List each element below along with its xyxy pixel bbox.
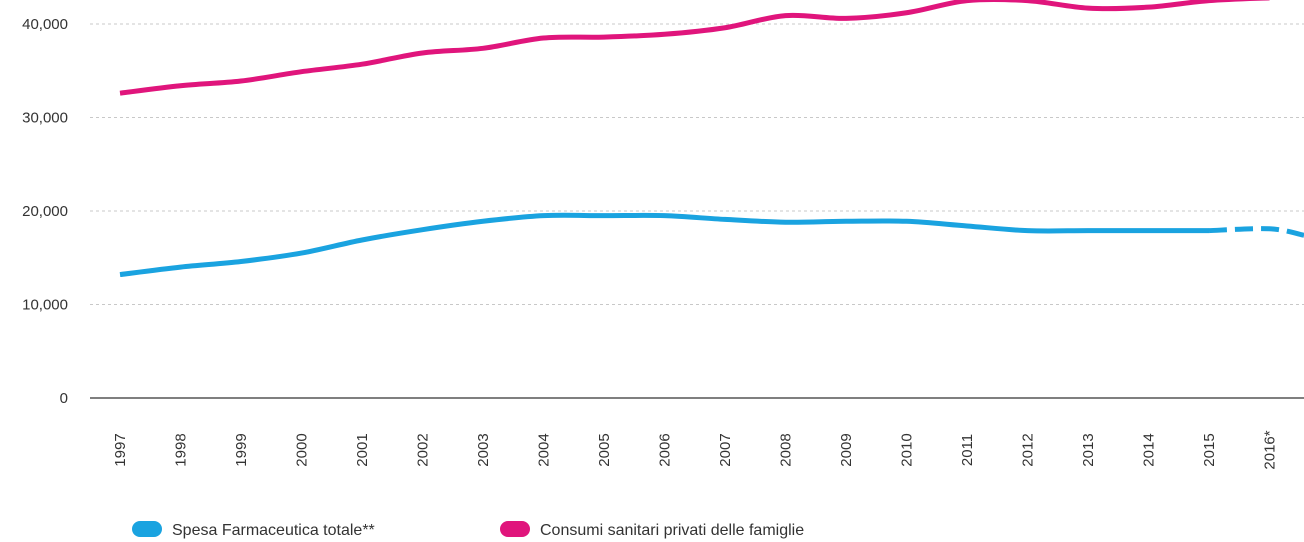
series-line: [119, 0, 1270, 96]
x-tick-label: 2013: [1080, 433, 1097, 466]
series-line-forecast: [1208, 226, 1304, 238]
x-tick-label: 1998: [173, 433, 190, 466]
y-tick-label: 40,000: [22, 16, 68, 33]
x-tick-label: 2006: [657, 433, 674, 466]
x-tick-label: 2012: [1020, 433, 1037, 466]
y-tick-label: 30,000: [22, 110, 68, 127]
y-axis-ticks: 0 10,000 20,000 30,000 40,000: [22, 16, 68, 407]
x-tick-label: 2011: [959, 434, 976, 466]
x-tick-label: 2016*: [1262, 430, 1279, 469]
gridlines: [90, 23, 1304, 399]
x-tick-label: 2015: [1201, 433, 1218, 466]
series-lines: [119, 0, 1304, 278]
y-tick-label: 20,000: [22, 203, 68, 220]
x-tick-label: 2002: [415, 433, 432, 466]
x-tick-label: 2005: [596, 433, 613, 466]
x-tick-label: 2010: [899, 433, 916, 466]
x-axis-ticks: 1997 1998 1999 2000 2001 2002 2003 2004 2005 2006…: [112, 430, 1279, 469]
legend-swatch: [132, 521, 162, 537]
x-tick-label: 1999: [233, 433, 250, 466]
x-tick-label: 1997: [112, 433, 129, 466]
x-tick-label: 2007: [717, 433, 734, 466]
x-tick-label: 2001: [354, 433, 371, 466]
x-tick-label: 2004: [536, 433, 553, 466]
legend: Spesa Farmaceutica totale** Consumi sanit…: [132, 521, 804, 539]
y-tick-label: 0: [60, 390, 68, 407]
x-tick-label: 2000: [294, 433, 311, 466]
x-tick-label: 2008: [778, 433, 795, 466]
x-tick-label: 2014: [1141, 433, 1158, 466]
series-line: [119, 212, 1209, 278]
x-tick-label: 2003: [475, 433, 492, 466]
legend-label: Spesa Farmaceutica totale**: [172, 522, 375, 539]
y-tick-label: 10,000: [22, 297, 68, 314]
x-tick-label: 2009: [838, 433, 855, 466]
legend-swatch: [500, 521, 530, 537]
legend-label: Consumi sanitari privati delle famiglie: [540, 522, 804, 539]
